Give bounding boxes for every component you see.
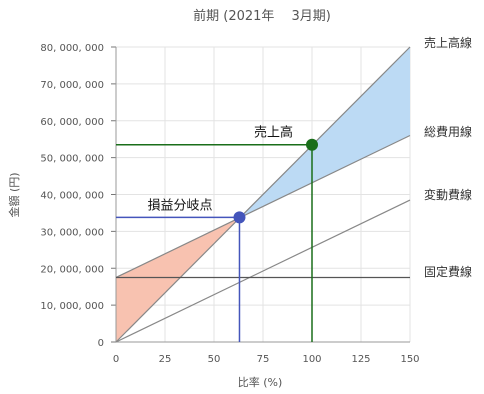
series-label: 売上高線 xyxy=(424,35,472,50)
point-label: 損益分岐点 xyxy=(147,198,212,213)
x-tick-label: 25 xyxy=(159,354,172,365)
chart-title: 前期 (2021年 3月期) xyxy=(193,8,331,24)
y-tick-label: 30, 000, 000 xyxy=(40,227,104,238)
series-lines xyxy=(115,46,411,343)
series-line xyxy=(115,46,411,343)
series-label: 固定費線 xyxy=(424,264,472,279)
y-tick-label: 40, 000, 000 xyxy=(40,191,104,202)
x-tick-label: 125 xyxy=(351,354,370,365)
series-label: 変動費線 xyxy=(424,187,472,202)
y-axis-label: 金額 (円) xyxy=(7,172,21,217)
series-line xyxy=(115,199,411,343)
series-line xyxy=(115,134,411,279)
guide-lines xyxy=(116,143,313,342)
x-tick-label: 100 xyxy=(302,354,321,365)
axes xyxy=(111,46,410,343)
x-axis-label: 比率 (%) xyxy=(238,375,283,389)
x-tick-label: 150 xyxy=(400,354,419,365)
x-tick-label: 75 xyxy=(257,354,270,365)
y-tick-label: 10, 000, 000 xyxy=(40,301,104,312)
data-point xyxy=(306,138,318,151)
x-tick-label: 0 xyxy=(113,354,119,365)
y-tick-label: 50, 000, 000 xyxy=(40,154,104,165)
point-label: 売上高 xyxy=(254,125,293,141)
profit-area xyxy=(239,47,410,218)
points xyxy=(233,138,318,224)
series-label: 総費用線 xyxy=(424,124,472,139)
y-tick-label: 60, 000, 000 xyxy=(40,117,104,128)
y-tick-label: 0 xyxy=(98,338,104,349)
data-point xyxy=(233,211,246,224)
y-tick-label: 70, 000, 000 xyxy=(40,80,104,91)
labels: 前期 (2021年 3月期) 比率 (%) 金額 (円) 0 25 50 75 100 1… xyxy=(7,8,472,389)
y-tick-label: 20, 000, 000 xyxy=(40,264,104,275)
y-tick-label: 80, 000, 000 xyxy=(40,43,104,54)
x-tick-label: 50 xyxy=(208,354,221,365)
